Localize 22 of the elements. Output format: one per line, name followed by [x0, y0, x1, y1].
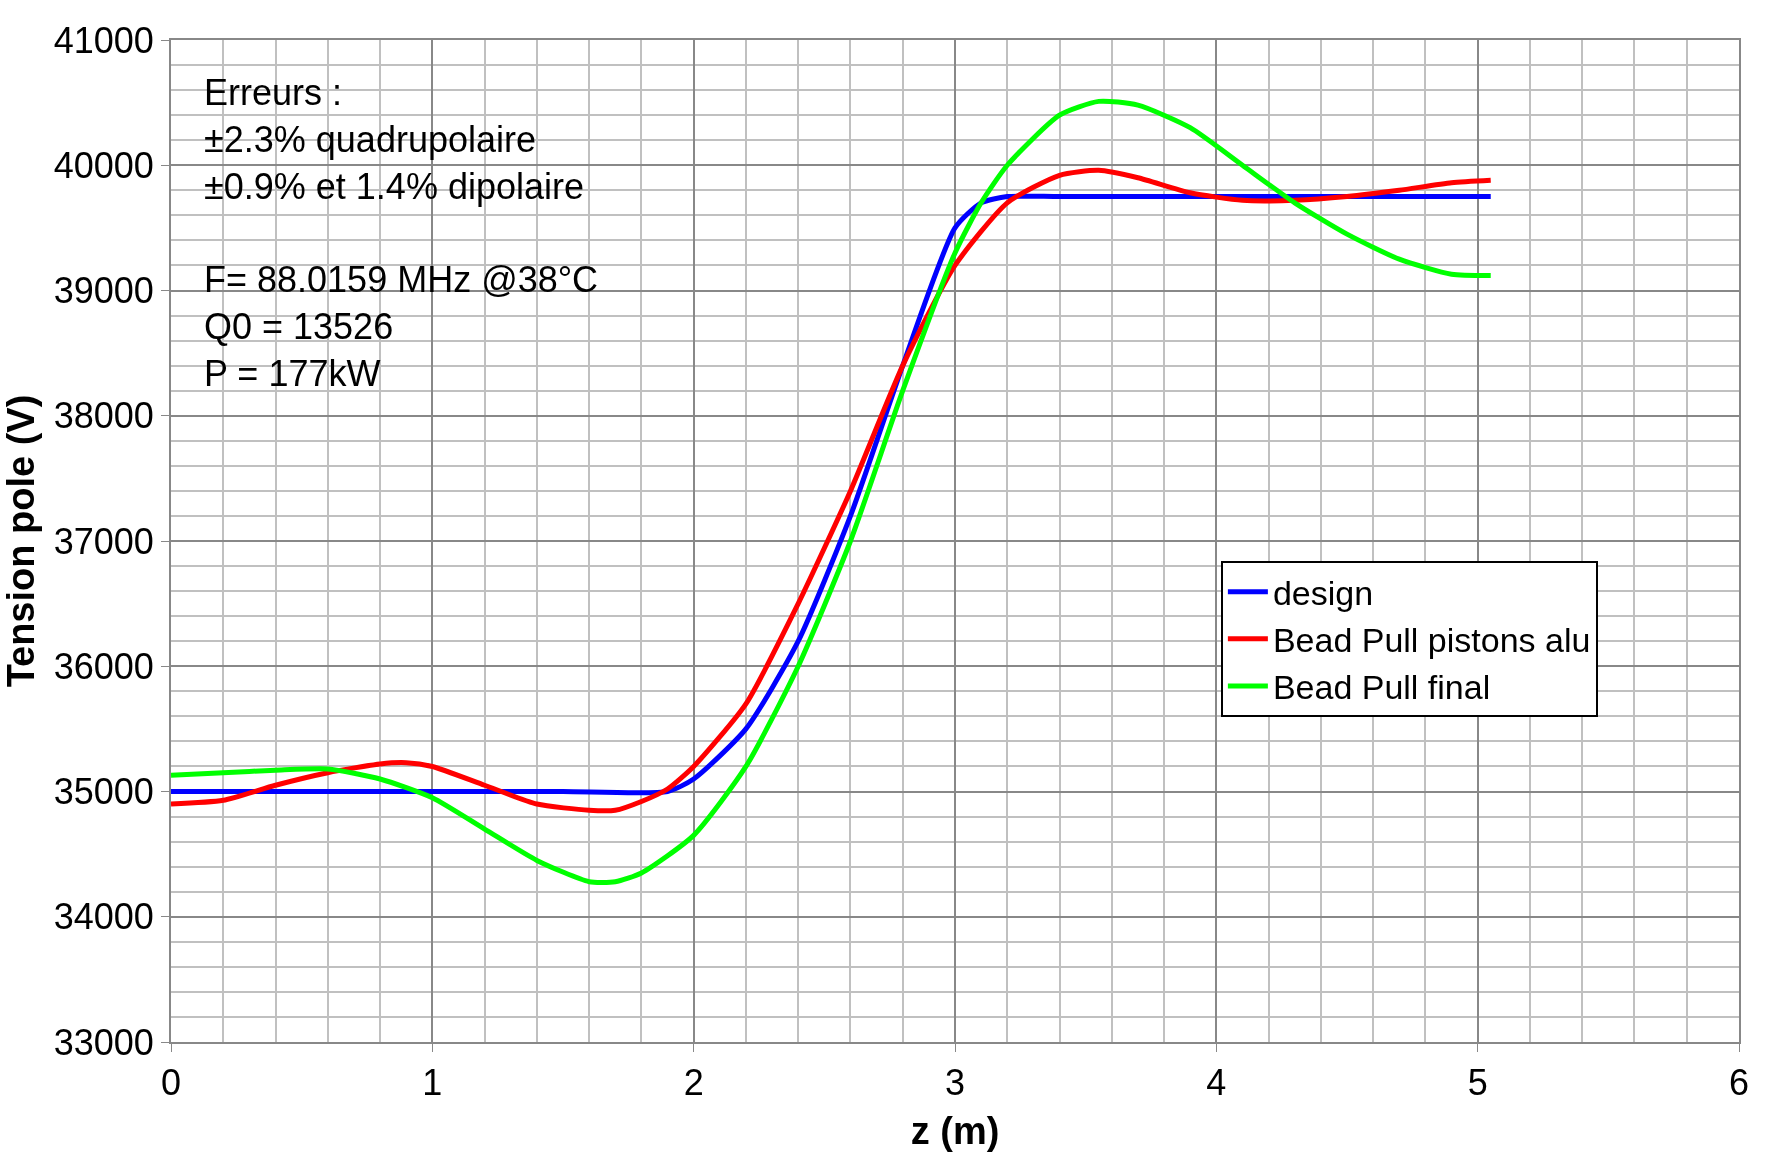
y-axis-title: Tension pole (V) [0, 394, 42, 688]
text: Erreurs : ±2.3% quadrupolaire ±0.9% et 1.4% dipolaire F= 88.0159 MHz @38°C Q0 = 13526 P = 177kW [204, 72, 599, 394]
y-tick-label: 39000 [53, 270, 154, 312]
legend-label: Bead Pull final [1272, 668, 1491, 707]
y-tick-label: 41000 [53, 19, 154, 61]
x-tick-label: 6 [1728, 1062, 1750, 1104]
legend-label: Bead Pull pistons alu [1272, 621, 1591, 660]
x-tick-label: 3 [944, 1062, 966, 1104]
x-tick-label: 1 [422, 1062, 443, 1104]
y-tick-label: 36000 [53, 645, 154, 687]
y-tick-label: 38000 [53, 395, 154, 437]
y-tick-label: 33000 [53, 1021, 154, 1063]
x-axis-title: z (m) [910, 1109, 1000, 1152]
y-tick-label: 37000 [53, 520, 154, 562]
x-tick-label: 2 [683, 1062, 704, 1104]
legend-label: design [1272, 573, 1374, 612]
y-tick-label: 40000 [53, 144, 154, 186]
x-tick-label: 5 [1467, 1062, 1488, 1104]
x-tick-label: 0 [160, 1062, 182, 1104]
y-tick-label: 35000 [53, 771, 154, 813]
y-tick-label: 34000 [53, 896, 154, 938]
x-tick-label: 4 [1206, 1062, 1227, 1104]
